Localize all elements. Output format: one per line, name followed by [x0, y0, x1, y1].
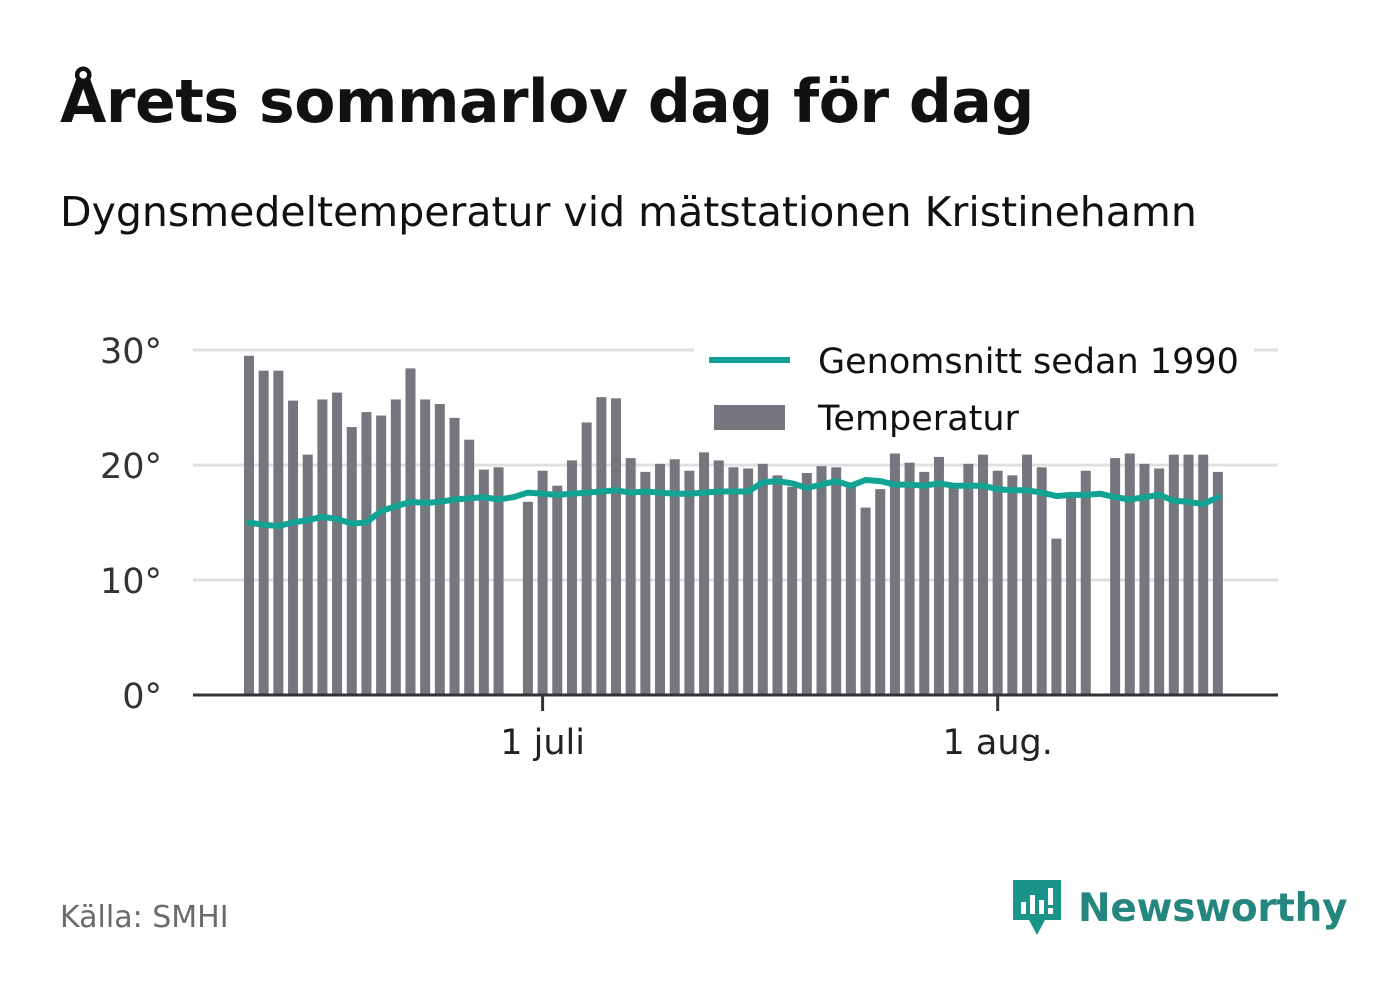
temperature-bar: [258, 370, 269, 695]
temperature-bar: [478, 469, 489, 695]
temperature-bar: [522, 501, 533, 695]
temperature-bar: [302, 454, 313, 695]
temperature-bar: [1212, 471, 1223, 695]
y-tick-label: 10°: [100, 562, 162, 602]
temperature-bar: [596, 397, 607, 695]
temperature-bar: [816, 466, 827, 695]
temperature-bar: [1036, 467, 1047, 695]
y-axis-labels: 0° 10° 20° 30°: [100, 332, 162, 717]
temperature-bar: [288, 400, 299, 695]
x-tick-label: 1 juli: [500, 723, 585, 763]
temperature-bar: [875, 489, 886, 695]
temperature-bar: [845, 485, 856, 695]
temperature-bar: [552, 485, 563, 695]
temperature-bar: [963, 463, 974, 695]
temperature-bar: [581, 422, 592, 695]
temperature-bar: [655, 463, 666, 695]
temperature-bar: [273, 370, 284, 695]
y-tick-label: 0°: [122, 677, 162, 717]
temperature-bar: [493, 467, 504, 695]
temperature-bar: [1066, 493, 1077, 695]
temperature-bar: [1051, 538, 1062, 695]
temperature-bar: [390, 399, 401, 695]
temperature-bar: [787, 486, 798, 695]
temperature-bar: [728, 467, 739, 695]
temperature-bar: [889, 453, 900, 695]
temperature-bar: [1198, 454, 1209, 695]
temperature-bar: [317, 399, 328, 695]
temperature-bar: [611, 398, 621, 695]
temperature-bar: [801, 473, 812, 695]
temperature-bar: [625, 458, 636, 695]
temperature-bar: [1183, 454, 1194, 695]
temperature-bar: [669, 459, 680, 695]
temperature-bar: [684, 470, 695, 695]
temperature-bar: [449, 417, 460, 695]
chart-subtitle: Dygnsmedeltemperatur vid mätstationen Kr…: [60, 188, 1197, 236]
temperature-bar: [405, 368, 416, 695]
temperature-bar: [1124, 453, 1135, 695]
temperature-bar: [464, 439, 475, 695]
temperature-bar: [713, 460, 724, 695]
temperature-bar: [1007, 475, 1018, 695]
legend-background: [694, 330, 1254, 442]
temperature-bar: [860, 507, 871, 695]
temperature-bar: [1080, 470, 1091, 695]
newsworthy-logo-icon: [1013, 880, 1061, 935]
temperature-bar: [948, 484, 959, 695]
x-axis-labels: 1 juli 1 aug.: [500, 695, 1053, 763]
temperature-bar: [640, 471, 651, 695]
temperature-bar: [434, 404, 445, 695]
brand-logo: Newsworthy: [1011, 878, 1348, 938]
temperature-bar: [757, 463, 768, 695]
legend-line-label: Genomsnitt sedan 1990: [818, 342, 1239, 382]
legend: Genomsnitt sedan 1990 Temperatur: [694, 330, 1254, 442]
temperature-bar: [919, 471, 930, 695]
temperature-bar: [537, 470, 548, 695]
temperature-bar: [346, 427, 357, 695]
temperature-bar: [933, 456, 944, 695]
brand-name: Newsworthy: [1078, 885, 1348, 931]
temperature-bar: [743, 468, 754, 695]
y-tick-label: 20°: [100, 447, 162, 487]
source-note: Källa: SMHI: [60, 900, 229, 935]
temperature-bar: [772, 475, 783, 695]
temperature-bar: [1168, 454, 1179, 695]
temperature-bar: [699, 452, 710, 695]
temperature-bar: [904, 462, 915, 695]
temperature-bar: [992, 470, 1003, 695]
temperature-bar: [1022, 454, 1033, 695]
normal-line: [246, 477, 1221, 529]
temperature-bar: [361, 412, 372, 695]
temperature-bar: [1154, 468, 1165, 695]
y-tick-label: 30°: [100, 332, 162, 372]
temperature-bar: [831, 467, 842, 695]
temperature-bar: [978, 454, 988, 695]
temperature-bar: [376, 415, 387, 695]
temperature-bar: [1110, 458, 1121, 695]
temperature-bar: [566, 460, 577, 695]
chart-title: Årets sommarlov dag för dag: [60, 67, 1034, 137]
temperature-bars: [244, 355, 1223, 695]
temperature-bar: [1139, 463, 1150, 695]
x-tick-label: 1 aug.: [942, 723, 1052, 763]
temperature-bar: [332, 392, 343, 695]
temperature-bar: [420, 399, 431, 695]
legend-bar-swatch: [714, 405, 785, 430]
legend-bar-label: Temperatur: [817, 399, 1020, 439]
